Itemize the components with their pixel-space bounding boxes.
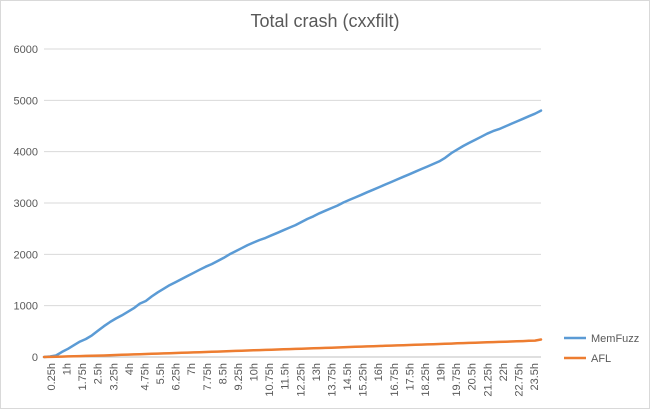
- y-tick-label: 6000: [14, 44, 38, 56]
- x-tick-label: 1h: [62, 363, 74, 375]
- legend-label: AFL: [591, 353, 611, 365]
- x-tick-label: 22h: [498, 363, 510, 381]
- x-tick-label: 1.75h: [77, 363, 89, 391]
- x-tick-label: 4h: [124, 363, 136, 375]
- x-tick-label: 20.5h: [467, 363, 479, 391]
- x-tick-label: 21.25h: [482, 363, 494, 397]
- x-tick-label: 5.5h: [155, 363, 167, 384]
- x-tick-label: 3.25h: [108, 363, 120, 391]
- x-tick-label: 9.25h: [233, 363, 245, 391]
- x-tick-label: 11.5h: [280, 363, 292, 390]
- series-line-memfuzz: [42, 109, 543, 359]
- x-tick-label: 8.5h: [217, 363, 229, 384]
- x-tick-label: 4.75h: [139, 363, 151, 391]
- x-tick-label: 18.25h: [420, 363, 432, 397]
- x-tick-label: 14.5h: [342, 363, 354, 391]
- y-tick-label: 4000: [14, 147, 38, 159]
- x-tick-label: 23.5h: [529, 363, 541, 391]
- x-tick-label: 12.25h: [295, 363, 307, 397]
- y-tick-label: 5000: [14, 95, 38, 107]
- x-tick-label: 13.75h: [326, 363, 338, 397]
- x-tick-label: 19.75h: [451, 363, 463, 397]
- legend-label: MemFuzz: [591, 333, 639, 345]
- x-tick-label: 10h: [249, 363, 261, 381]
- series-line-afl: [42, 338, 543, 359]
- x-tick-label: 6.25h: [171, 363, 183, 391]
- x-tick-label: 19h: [436, 363, 448, 381]
- x-tick-label: 15.25h: [358, 363, 370, 397]
- y-tick-label: 1000: [14, 301, 38, 313]
- x-tick-label: 7h: [186, 363, 198, 375]
- chart-title: Total crash (cxxfilt): [250, 11, 400, 31]
- x-tick-label: 2.5h: [93, 363, 105, 384]
- x-tick-label: 16.75h: [389, 363, 401, 397]
- x-tick-label: 10.75h: [264, 363, 276, 397]
- y-tick-label: 2000: [14, 249, 38, 261]
- x-tick-label: 17.5h: [404, 363, 416, 391]
- x-tick-label: 22.75h: [513, 363, 525, 397]
- x-tick-label: 0.25h: [46, 363, 58, 391]
- x-tick-label: 13h: [311, 363, 323, 381]
- x-tick-label: 16h: [373, 363, 385, 381]
- y-tick-label: 0: [32, 352, 38, 364]
- x-tick-label: 7.75h: [202, 363, 214, 391]
- y-tick-label: 3000: [14, 198, 38, 210]
